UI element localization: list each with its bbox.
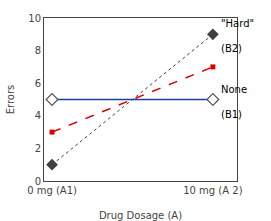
svg-text:0 mg (A1): 0 mg (A1) <box>27 185 77 196</box>
svg-text:10 mg (A 2): 10 mg (A 2) <box>183 185 242 196</box>
svg-text:8: 8 <box>35 45 41 56</box>
svg-text:4: 4 <box>35 110 41 121</box>
svg-text:Drug Dosage (A): Drug Dosage (A) <box>99 210 182 221</box>
svg-text:"Hard": "Hard" <box>221 18 254 29</box>
svg-text:2: 2 <box>35 143 41 154</box>
svg-text:None: None <box>221 84 247 95</box>
svg-text:6: 6 <box>35 78 41 89</box>
svg-text:(B1): (B1) <box>221 109 242 120</box>
svg-text:0: 0 <box>35 176 41 187</box>
svg-text:(B2): (B2) <box>221 43 242 54</box>
svg-text:Errors: Errors <box>5 85 16 115</box>
svg-text:10: 10 <box>28 13 41 24</box>
